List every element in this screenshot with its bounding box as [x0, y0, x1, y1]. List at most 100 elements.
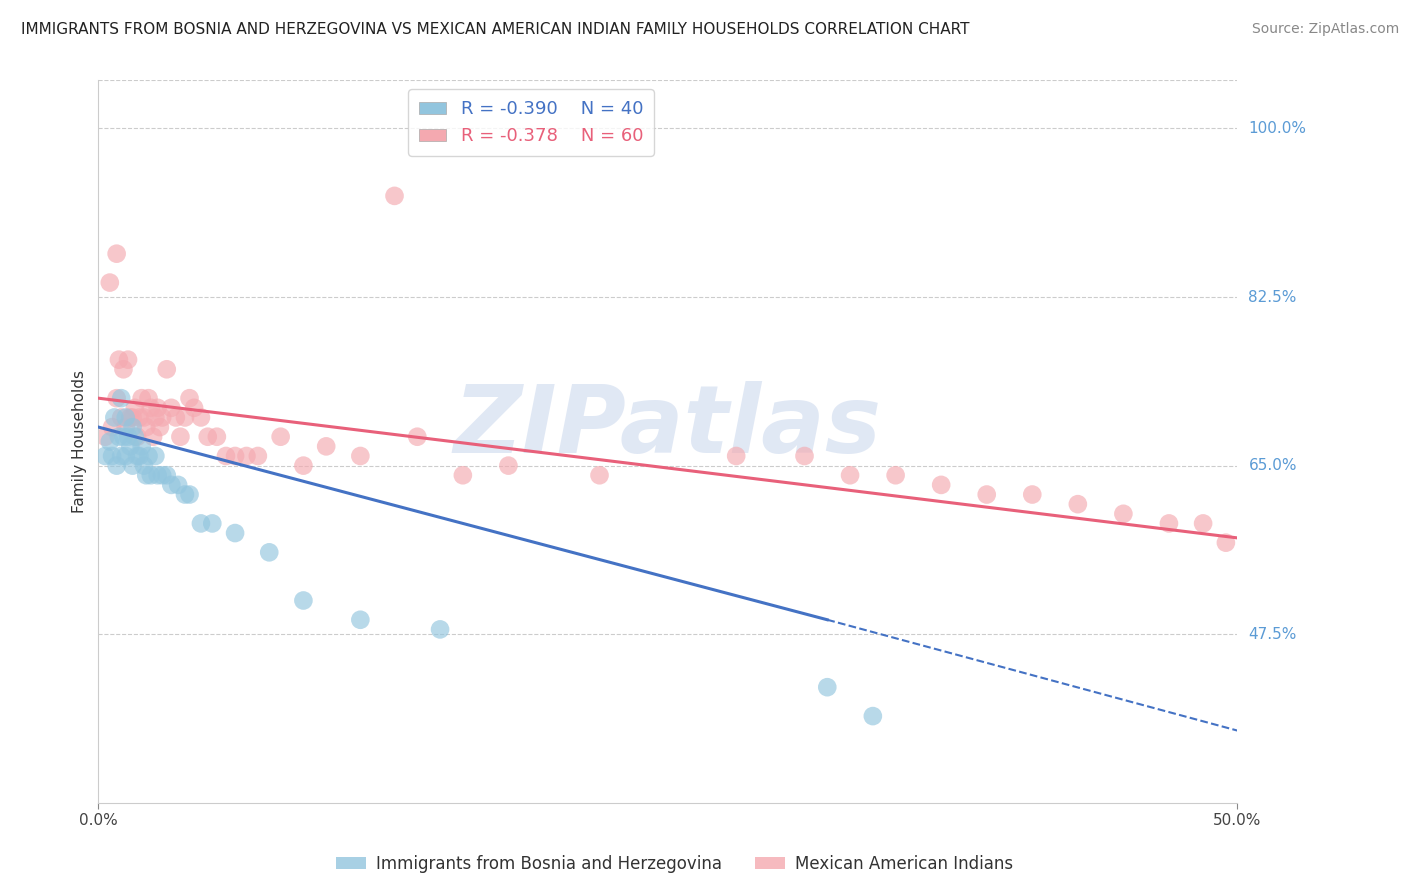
Point [349, 449, 371, 463]
Point [174, 410, 197, 425]
Point [114, 420, 136, 434]
Point [105, 458, 128, 473]
Point [498, 458, 520, 473]
Point [120, 410, 142, 425]
Point [139, 468, 162, 483]
Point [160, 401, 183, 415]
Point [101, 449, 124, 463]
Point [124, 430, 146, 444]
Point [429, 623, 451, 637]
Text: Source: ZipAtlas.com: Source: ZipAtlas.com [1251, 22, 1399, 37]
Point [110, 449, 132, 463]
Point [976, 487, 998, 501]
Point [190, 516, 212, 531]
Point [165, 410, 187, 425]
Point [142, 430, 165, 444]
Point [224, 449, 246, 463]
Point [138, 391, 160, 405]
Point [110, 391, 132, 405]
Point [94, 430, 117, 444]
Point [815, 680, 838, 694]
Point [145, 410, 167, 425]
Point [121, 410, 143, 425]
Text: 65.0%: 65.0% [1249, 458, 1296, 473]
Point [105, 391, 128, 405]
Point [94, 449, 117, 463]
Point [121, 420, 143, 434]
Point [235, 449, 257, 463]
Point [112, 362, 135, 376]
Point [149, 420, 172, 434]
Point [246, 449, 269, 463]
Point [127, 449, 149, 463]
Point [884, 468, 907, 483]
Point [315, 439, 337, 453]
Point [1021, 487, 1043, 501]
Point [135, 420, 157, 434]
Point [101, 420, 124, 434]
Point [793, 449, 815, 463]
Point [190, 410, 212, 425]
Point [725, 449, 748, 463]
Point [1112, 507, 1135, 521]
Point [117, 352, 139, 367]
Point [146, 468, 169, 483]
Point [138, 449, 160, 463]
Point [215, 449, 238, 463]
Point [406, 430, 429, 444]
Point [145, 449, 167, 463]
Point [124, 401, 146, 415]
Point [139, 401, 162, 415]
Point [201, 516, 224, 531]
Point [117, 430, 139, 444]
Point [183, 401, 205, 415]
Point [128, 410, 150, 425]
Point [131, 439, 153, 453]
Point [131, 391, 153, 405]
Point [156, 362, 179, 376]
Point [110, 410, 132, 425]
Point [98, 434, 121, 449]
Point [588, 468, 610, 483]
Point [150, 410, 173, 425]
Point [179, 487, 201, 501]
Point [114, 410, 136, 425]
Point [179, 391, 201, 405]
Point [1192, 516, 1215, 531]
Point [127, 430, 149, 444]
Text: 100.0%: 100.0% [1249, 121, 1306, 136]
Point [108, 430, 131, 444]
Point [135, 468, 157, 483]
Point [862, 709, 884, 723]
Point [160, 478, 183, 492]
Point [451, 468, 474, 483]
Point [929, 478, 952, 492]
Point [150, 468, 173, 483]
Text: ZIPatlas: ZIPatlas [454, 381, 882, 473]
Legend: Immigrants from Bosnia and Herzegovina, Mexican American Indians: Immigrants from Bosnia and Herzegovina, … [329, 848, 1021, 880]
Point [205, 430, 228, 444]
Point [169, 430, 191, 444]
Point [292, 593, 315, 607]
Point [128, 449, 150, 463]
Point [1067, 497, 1090, 511]
Point [103, 410, 125, 425]
Point [112, 430, 135, 444]
Point [167, 478, 190, 492]
Point [108, 352, 131, 367]
Y-axis label: Family Households: Family Households [72, 370, 87, 513]
Point [132, 458, 155, 473]
Point [224, 526, 246, 541]
Point [114, 449, 136, 463]
Point [1215, 535, 1237, 549]
Point [384, 189, 406, 203]
Point [98, 276, 121, 290]
Point [292, 458, 315, 473]
Point [120, 439, 142, 453]
Point [146, 401, 169, 415]
Point [259, 545, 281, 559]
Legend: R = -0.390    N = 40, R = -0.378    N = 60: R = -0.390 N = 40, R = -0.378 N = 60 [408, 89, 654, 156]
Point [105, 246, 128, 260]
Point [174, 487, 197, 501]
Text: 47.5%: 47.5% [1249, 627, 1296, 641]
